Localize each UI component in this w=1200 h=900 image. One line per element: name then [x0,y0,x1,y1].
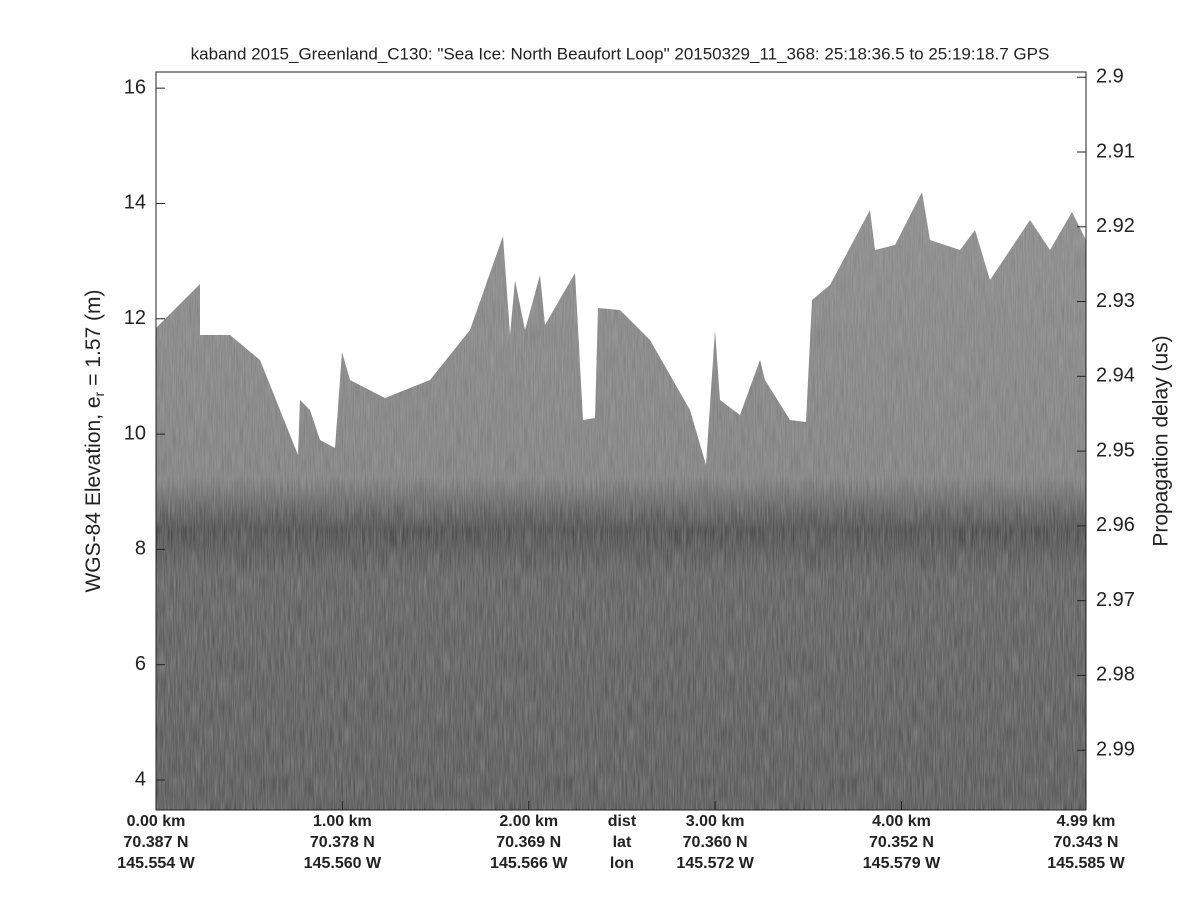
y-tick-label: 16 [124,76,146,98]
lat-label: 70.352 N [869,834,934,851]
lon-label: 145.554 W [117,855,195,872]
plot-frame [155,71,1087,811]
x-tick-label: 4.99 km [1057,813,1116,830]
y2-axis-label: Propagation delay (us) [1150,335,1173,546]
y-tick-label: 6 [135,653,146,675]
y2-tick-label: 2.98 [1096,664,1135,686]
lat-label: 70.360 N [683,834,748,851]
lat-label: 70.387 N [124,834,189,851]
lon-label: 145.560 W [304,855,382,872]
y-tick-label: 4 [135,768,146,790]
y2-tick-label: 2.92 [1096,215,1135,237]
row-label: lon [610,855,634,872]
y-tick-label: 14 [124,192,146,214]
y2-tick-label: 2.9 [1096,66,1124,88]
x-tick-label: 0.00 km [127,813,186,830]
y-axis-label: WGS-84 Elevation, er = 1.57 (m) [82,289,107,592]
lat-label: 70.378 N [310,834,375,851]
y-tick-label: 12 [124,307,146,329]
y-tick-label: 10 [124,422,146,444]
row-label: lat [613,834,632,851]
lat-label: 70.369 N [496,834,561,851]
x-tick-label: 3.00 km [686,813,745,830]
y2-tick-label: 2.91 [1096,140,1135,162]
x-tick-label: 2.00 km [499,813,558,830]
chart-title: kaband 2015_Greenland_C130: "Sea Ice: No… [191,44,1050,63]
lon-label: 145.572 W [676,855,754,872]
lon-label: 145.566 W [490,855,568,872]
lon-label: 145.579 W [863,855,941,872]
echogram-image [156,72,1086,810]
y-label-text: WGS-84 Elevation, e [82,396,105,592]
lat-label: 70.343 N [1054,834,1119,851]
y2-tick-label: 2.97 [1096,589,1135,611]
y2-tick-label: 2.99 [1096,738,1135,760]
x-tick-label: 4.00 km [872,813,931,830]
y2-tick-label: 2.94 [1096,365,1135,387]
y2-tick-label: 2.96 [1096,514,1135,536]
y-tick-label: 8 [135,538,146,560]
row-label: dist [608,813,637,830]
lon-label: 145.585 W [1047,855,1125,872]
y-label-subscript: r [91,391,107,396]
y2-tick-label: 2.95 [1096,439,1135,461]
y2-tick-label: 2.93 [1096,290,1135,312]
y-label-suffix: = 1.57 (m) [82,289,105,385]
x-tick-label: 1.00 km [313,813,372,830]
